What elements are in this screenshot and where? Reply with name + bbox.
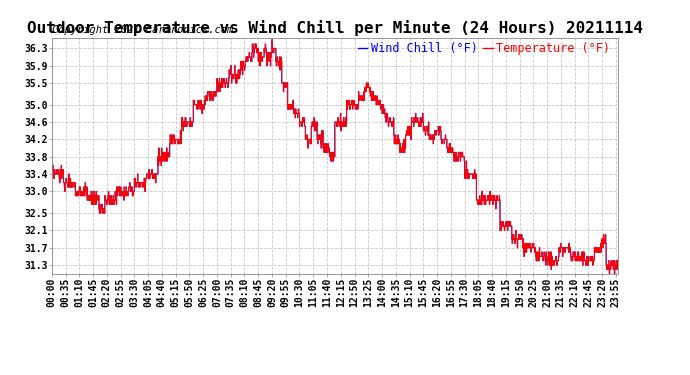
Temperature (°F) xyxy=(268,38,276,42)
Wind Chill (°F) xyxy=(159,154,168,159)
Temperature (°F) xyxy=(159,154,168,159)
Temperature (°F) xyxy=(613,258,622,263)
Wind Chill (°F) xyxy=(497,219,505,224)
Temperature (°F) xyxy=(423,129,431,133)
Wind Chill (°F) xyxy=(605,272,613,276)
Temperature (°F) xyxy=(605,272,613,276)
Wind Chill (°F) xyxy=(613,258,622,263)
Wind Chill (°F) xyxy=(268,38,276,42)
Title: Outdoor Temperature vs Wind Chill per Minute (24 Hours) 20211114: Outdoor Temperature vs Wind Chill per Mi… xyxy=(27,20,642,36)
Wind Chill (°F) xyxy=(237,59,245,64)
Temperature (°F) xyxy=(497,219,505,224)
Line: Wind Chill (°F): Wind Chill (°F) xyxy=(52,40,618,274)
Temperature (°F) xyxy=(48,168,56,172)
Wind Chill (°F) xyxy=(173,141,181,146)
Legend: Wind Chill (°F), Temperature (°F): Wind Chill (°F), Temperature (°F) xyxy=(357,41,611,56)
Temperature (°F) xyxy=(173,141,181,146)
Text: Copyright 2021 Cartronics.com: Copyright 2021 Cartronics.com xyxy=(52,25,233,35)
Temperature (°F) xyxy=(546,250,555,254)
Wind Chill (°F) xyxy=(546,250,555,254)
Line: Temperature (°F): Temperature (°F) xyxy=(52,40,618,274)
Wind Chill (°F) xyxy=(423,129,431,133)
Temperature (°F) xyxy=(237,59,245,64)
Wind Chill (°F) xyxy=(48,168,56,172)
